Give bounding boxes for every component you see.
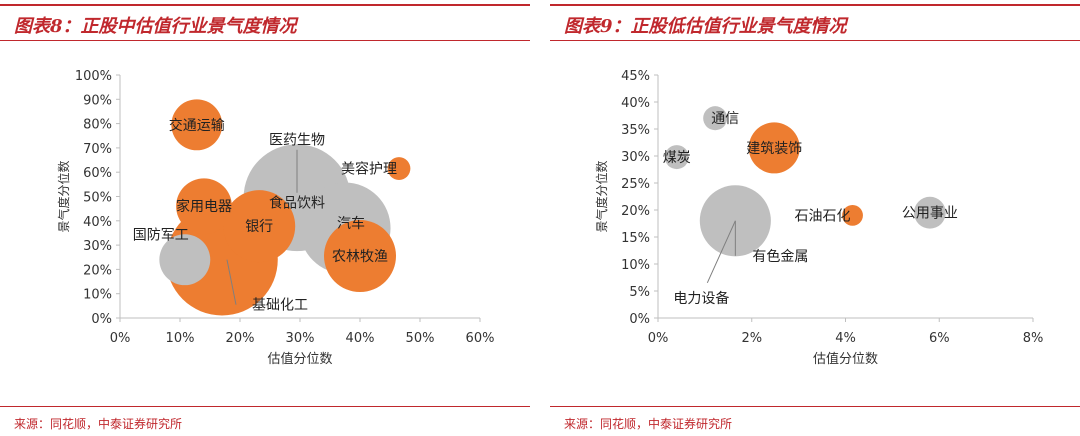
data-label-汽车: 汽车 [337, 215, 365, 232]
x-axis-title: 估值分位数 [813, 351, 878, 367]
top-rule [550, 4, 1080, 6]
bottom-rule [0, 406, 530, 407]
panel-chart-9: 图表9：正股低估值行业景气度情况 0% 5% 10% 15% 20% 25% 30% 35% 4… [550, 0, 1080, 436]
y-tick-label: 30% [83, 239, 112, 254]
y-tick-label: 80% [83, 118, 112, 133]
x-tick-label: 0% [648, 331, 669, 346]
y-tick-label: 30% [621, 150, 650, 165]
x-tick-label: 0% [110, 331, 131, 346]
data-label-石油石化: 石油石化 [795, 208, 851, 224]
data-label-医药生物: 医药生物 [269, 133, 325, 149]
bubble-农林牧渔 [324, 220, 396, 293]
data-label-农林牧渔: 农林牧渔 [332, 249, 388, 265]
bubble-公用事业 [913, 196, 946, 229]
bubble-国防军工 [159, 234, 211, 286]
y-tick-label: 15% [621, 231, 650, 246]
y-tick-label: 50% [83, 191, 112, 206]
bubble-家用电器 [176, 178, 232, 235]
bubble-交通运输 [171, 99, 223, 151]
source-note: 来源：同花顺，中泰证券研究所 [564, 417, 733, 431]
x-tick-label: 30% [286, 331, 315, 346]
y-tick-label: 70% [83, 142, 112, 157]
bubble-美容护理 [387, 157, 411, 180]
x-tick-label: 4% [835, 331, 856, 346]
y-axis-title: 景气度分位数 [594, 160, 609, 232]
data-label-国防军工: 国防军工 [133, 228, 189, 244]
x-tick-label: 8% [1023, 331, 1044, 346]
data-label-家用电器: 家用电器 [176, 198, 232, 215]
x-tick-label: 10% [166, 331, 195, 346]
data-label-煤炭: 煤炭 [663, 150, 691, 166]
source-note: 来源：同花顺，中泰证券研究所 [14, 417, 183, 431]
title-rule [0, 40, 530, 41]
y-tick-label: 20% [83, 263, 112, 278]
bubble-chart-8: 0% 10% 20% 30% 40% 50% 60% 70% 80% 90% 100% 0% 10% 20… [56, 69, 495, 367]
y-axis-title: 景气度分位数 [56, 160, 71, 232]
y-tick-label: 0% [629, 312, 650, 327]
leader-line [706, 220, 736, 284]
bubble-chart-9: 0% 5% 10% 15% 20% 25% 30% 35% 40% 45% 0% 2% 4% 6% 8% 估值… [594, 69, 1044, 367]
bubble-银行 [223, 190, 296, 263]
data-label-食品饮料: 食品饮料 [269, 195, 325, 212]
title-rule [550, 40, 1080, 41]
x-tick-label: 2% [741, 331, 762, 346]
y-tick-label: 35% [621, 123, 650, 138]
y-tick-label: 100% [75, 69, 112, 84]
bubble-石油石化 [842, 204, 863, 226]
y-tick-label: 40% [621, 96, 650, 111]
y-tick-label: 10% [621, 258, 650, 273]
y-tick-label: 5% [629, 285, 650, 300]
data-label-美容护理: 美容护理 [341, 161, 397, 178]
y-tick-label: 25% [621, 177, 650, 192]
data-label-基础化工: 基础化工 [252, 297, 308, 314]
data-label-通信: 通信 [711, 111, 739, 127]
y-tick-label: 60% [83, 166, 112, 181]
chart-title: 图表9：正股低估值行业景气度情况 [564, 16, 847, 37]
data-label-电力设备: 电力设备 [673, 290, 729, 307]
data-label-有色金属: 有色金属 [752, 248, 808, 265]
y-tick-label: 20% [621, 204, 650, 219]
bubble-建筑装饰 [748, 122, 800, 174]
y-tick-label: 45% [621, 69, 650, 84]
data-label-银行: 银行 [245, 219, 273, 235]
x-tick-label: 20% [226, 331, 255, 346]
leader-line [226, 259, 237, 305]
data-label-建筑装饰: 建筑装饰 [746, 141, 802, 157]
bottom-rule [550, 406, 1080, 407]
chart-title: 图表8：正股中估值行业景气度情况 [14, 16, 297, 37]
bubble-通信 [703, 106, 728, 131]
y-tick-label: 0% [91, 312, 112, 327]
bubble-煤炭 [664, 145, 689, 170]
x-axis-title: 估值分位数 [267, 351, 332, 367]
top-rule [0, 4, 530, 6]
x-tick-label: 40% [346, 331, 375, 346]
x-tick-label: 50% [406, 331, 435, 346]
y-tick-label: 40% [83, 215, 112, 230]
data-label-交通运输: 交通运输 [169, 117, 225, 134]
x-tick-label: 60% [466, 331, 495, 346]
y-tick-label: 90% [83, 93, 112, 108]
y-tick-label: 10% [83, 288, 112, 303]
x-tick-label: 6% [929, 331, 950, 346]
data-label-公用事业: 公用事业 [902, 206, 958, 222]
panel-chart-8: 图表8：正股中估值行业景气度情况 0% 10% 20% 30% 40% 50% 60% 70%… [0, 0, 530, 436]
